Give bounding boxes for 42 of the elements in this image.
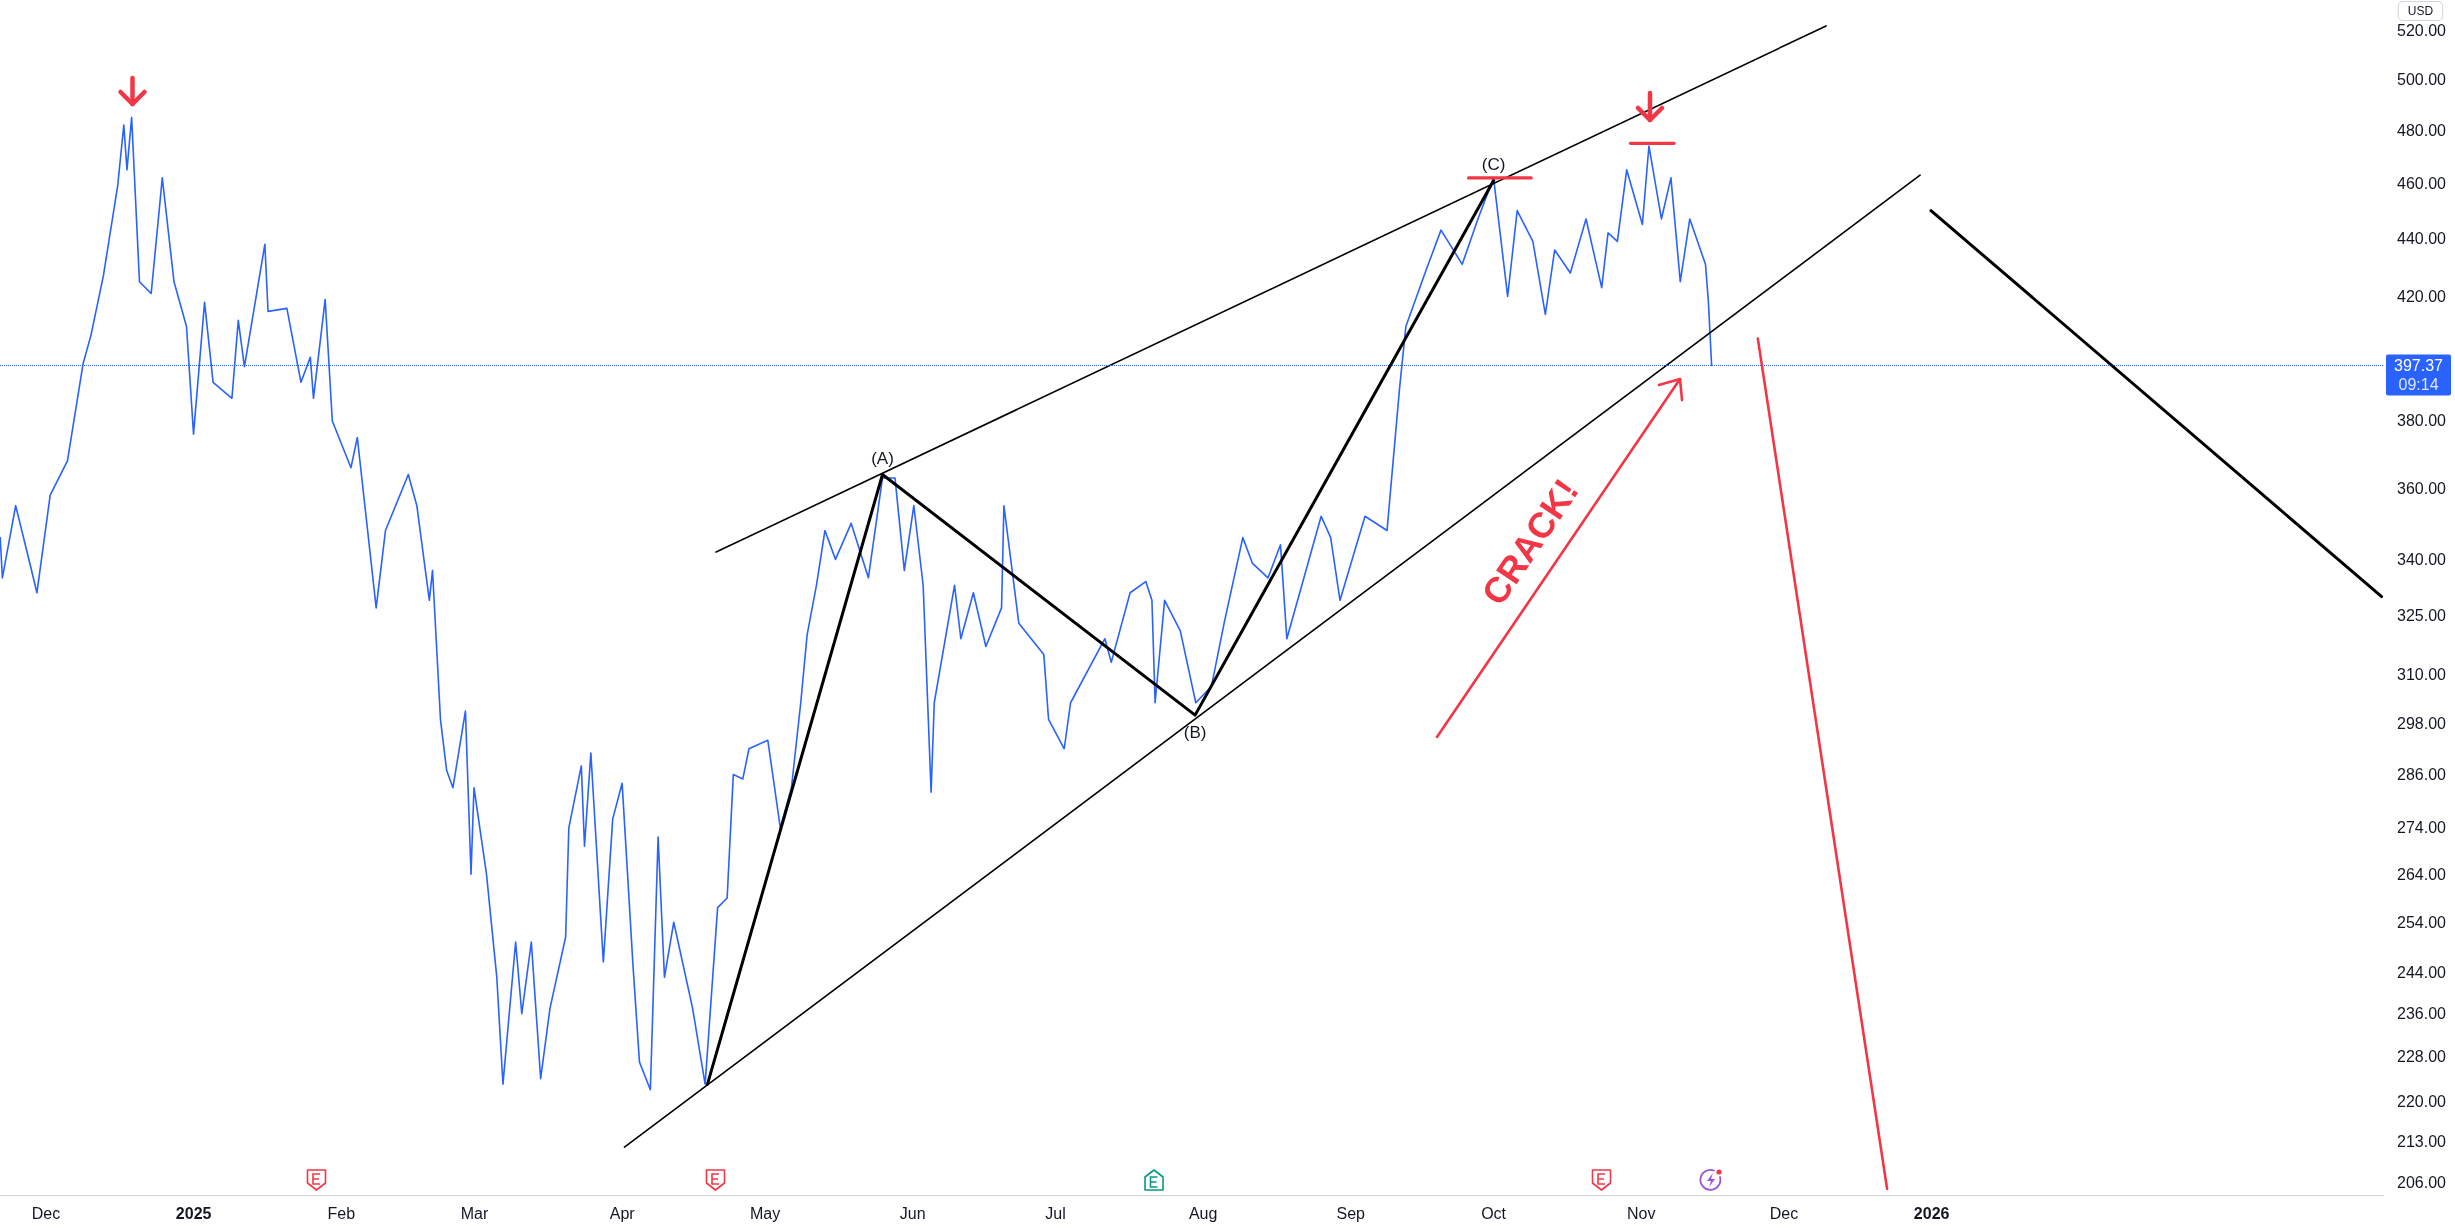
y-tick-label: 360.00 [2397,479,2447,497]
x-tick-label: Aug [1188,1204,1218,1222]
y-tick-label: 298.00 [2397,714,2447,732]
x-tick-label: Oct [1481,1204,1507,1222]
y-tick-label: 213.00 [2397,1132,2447,1150]
y-tick-label: 254.00 [2397,913,2447,931]
y-tick-label: 500.00 [2397,71,2447,89]
ref-line-label: 397.37 [2394,356,2444,374]
y-tick-label: 420.00 [2397,287,2447,305]
y-tick-label: 480.00 [2397,121,2447,139]
annotation: (A) [871,449,894,469]
x-tick-label: Feb [327,1204,356,1222]
y-tick-label: 228.00 [2397,1048,2447,1066]
y-tick-label: 340.00 [2397,550,2447,568]
x-tick-label: Jun [899,1204,926,1222]
y-tick-label: 264.00 [2397,865,2447,883]
annotation: (B) [1183,722,1207,742]
x-tick-label: Jul [1045,1204,1066,1222]
x-tick-label: Dec [31,1204,61,1222]
x-tick-label: Apr [609,1204,636,1222]
y-tick-label: 206.00 [2397,1174,2447,1192]
x-tick-label: Sep [1336,1204,1366,1222]
y-tick-label: 244.00 [2397,963,2447,981]
x-tick-label: Dec [1769,1204,1799,1222]
x-tick-label: Nov [1626,1204,1656,1222]
x-tick-label: 2025 [175,1204,212,1222]
x-tick-label: 2026 [1913,1204,1950,1222]
y-tick-label: 286.00 [2397,766,2447,784]
y-tick-label: 236.00 [2397,1005,2447,1023]
annotation: (C) [1481,155,1506,175]
y-tick-label: 325.00 [2397,607,2447,625]
y-tick-label: 440.00 [2397,230,2447,248]
y-tick-label: 220.00 [2397,1092,2447,1110]
y-tick-label: 520.00 [2397,22,2447,40]
x-tick-label: May [749,1204,781,1222]
x-tick-label: Mar [460,1204,490,1222]
y-tick-label: 460.00 [2397,174,2447,192]
y-tick-label: 274.00 [2397,819,2447,837]
text: 09:14 [2398,375,2439,393]
y-tick-label: 380.00 [2397,412,2447,430]
y-axis-title: USD [2407,4,2434,18]
y-tick-label: 310.00 [2397,665,2447,683]
